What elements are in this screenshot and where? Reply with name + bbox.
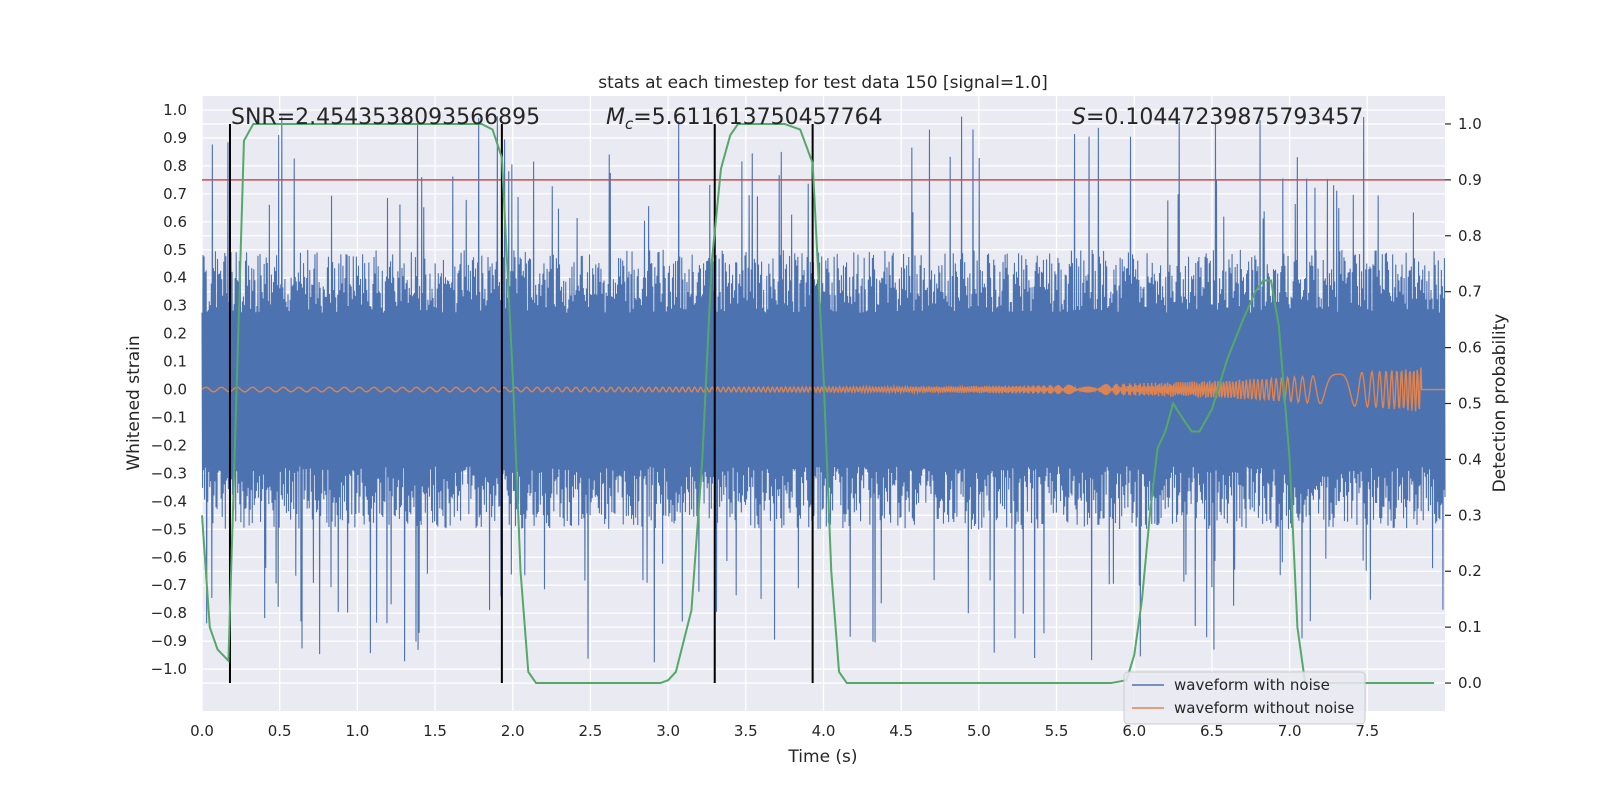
y2-tick-label: 0.9	[1458, 171, 1482, 189]
x-tick-label: 3.5	[734, 722, 758, 740]
y2-axis-label: Detection probability	[1490, 314, 1510, 493]
x-tick-label: 1.0	[345, 722, 369, 740]
legend-label-noisy: waveform with noise	[1174, 676, 1330, 694]
y-tick-label: −1.0	[151, 660, 187, 678]
y-tick-label: −0.1	[151, 408, 187, 426]
y2-tick-label: 0.4	[1458, 450, 1482, 468]
s-annotation: S=0.10447239875793457	[1072, 105, 1363, 130]
x-tick-label: 1.5	[423, 722, 447, 740]
legend-label-clean: waveform without noise	[1174, 699, 1354, 717]
snr-value: 2.4543538093566895	[295, 105, 540, 130]
y-tick-label: −0.9	[151, 632, 187, 650]
legend-box	[1123, 671, 1366, 725]
y2-tick-label: 0.1	[1458, 618, 1482, 636]
y-tick-label: −0.6	[151, 548, 187, 566]
axis-ticks: 0.0 0.5 1.0 1.5 2.0 2.5 3.0 3.5 4.0 4.5 5.0 5.5 6.0 6…	[151, 101, 1482, 740]
x-tick-label: 6.0	[1122, 722, 1146, 740]
y-tick-label: −0.7	[151, 576, 187, 594]
x-tick-label: 7.5	[1355, 722, 1379, 740]
y-tick-label: −0.8	[151, 604, 187, 622]
y-tick-label: 0.0	[163, 381, 187, 399]
y2-tick-label: 0.7	[1458, 283, 1482, 301]
s-eq: =	[1086, 105, 1104, 130]
y-tick-label: 0.4	[163, 269, 187, 287]
x-tick-label: 2.5	[579, 722, 603, 740]
y-tick-label: 0.2	[163, 325, 187, 343]
x-tick-label: 5.5	[1045, 722, 1069, 740]
x-axis-label: Time (s)	[787, 747, 857, 767]
x-tick-label: 4.0	[812, 722, 836, 740]
snr-annotation: SNR=2.4543538093566895	[231, 105, 540, 130]
chirp-mass-symbol: M	[606, 105, 625, 130]
chirp-mass-subscript: c	[625, 115, 634, 133]
s-symbol: S	[1072, 105, 1086, 130]
y-tick-label: −0.2	[151, 436, 187, 454]
y-tick-label: −0.5	[151, 520, 187, 538]
y-tick-label: −0.3	[151, 464, 187, 482]
y-tick-label: −0.4	[151, 492, 187, 510]
y-tick-label: 1.0	[163, 101, 187, 119]
y2-tick-label: 0.0	[1458, 674, 1482, 692]
y2-tick-label: 0.6	[1458, 339, 1482, 357]
snr-prefix: SNR=	[231, 105, 295, 130]
y2-tick-label: 0.3	[1458, 506, 1482, 524]
y-tick-label: 0.1	[163, 353, 187, 371]
overlay-lines	[202, 123, 1445, 684]
x-tick-label: 0.5	[268, 722, 292, 740]
y2-tick-label: 0.8	[1458, 227, 1482, 245]
x-tick-label: 7.0	[1278, 722, 1302, 740]
x-tick-label: 5.0	[967, 722, 991, 740]
y-tick-label: 0.6	[163, 213, 187, 231]
s-value: 0.10447239875793457	[1104, 105, 1363, 130]
chart-title: stats at each timestep for test data 150…	[598, 73, 1048, 93]
legend: waveform with noise waveform without noi…	[1123, 671, 1366, 725]
y-tick-label: 0.9	[163, 129, 187, 147]
y-tick-label: 0.5	[163, 241, 187, 259]
y-tick-label: 0.8	[163, 157, 187, 175]
x-tick-label: 3.0	[656, 722, 680, 740]
x-tick-label: 4.5	[889, 722, 913, 740]
detection-probability-line	[201, 122, 1435, 685]
y2-tick-label: 0.5	[1458, 395, 1482, 413]
y2-tick-label: 1.0	[1458, 115, 1482, 133]
y2-tick-label: 0.2	[1458, 562, 1482, 580]
x-tick-label: 6.5	[1200, 722, 1224, 740]
detection-probability-series	[201, 122, 1435, 685]
y-tick-label: 0.3	[163, 297, 187, 315]
y-tick-label: 0.7	[163, 185, 187, 203]
chirp-mass-annotation: Mc=5.611613750457764	[606, 105, 883, 133]
y-axis-label: Whitened strain	[124, 335, 144, 470]
x-tick-label: 2.0	[501, 722, 525, 740]
chirp-mass-value: 5.611613750457764	[652, 105, 883, 130]
chirp-mass-eq: =	[633, 105, 651, 130]
x-tick-label: 0.0	[190, 722, 214, 740]
